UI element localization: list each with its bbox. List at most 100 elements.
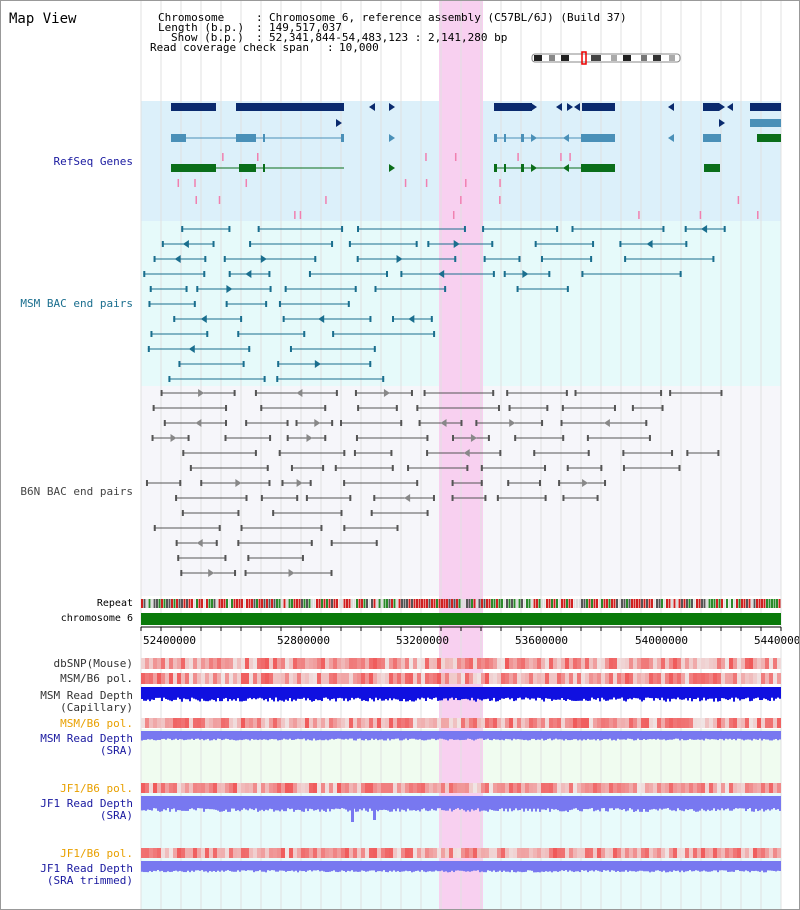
depth-bar xyxy=(321,796,323,810)
depth-bar xyxy=(387,796,389,811)
heat-cell xyxy=(737,718,741,728)
heat-cell xyxy=(141,658,145,669)
depth-bar xyxy=(701,861,703,872)
repeat-mark xyxy=(186,599,188,608)
depth-bar xyxy=(285,687,287,700)
depth-bar xyxy=(665,796,667,809)
pair-end xyxy=(645,420,648,426)
pair-end xyxy=(395,405,398,411)
repeat-mark xyxy=(153,599,156,608)
depth-bar xyxy=(661,796,663,810)
repeat-mark xyxy=(601,599,603,608)
ideogram-band xyxy=(534,55,542,61)
heat-cell xyxy=(265,658,269,669)
depth-bar xyxy=(145,861,147,873)
depth-bar xyxy=(155,861,157,872)
depth-bar xyxy=(585,731,587,741)
depth-bar xyxy=(525,796,527,809)
depth-bar xyxy=(769,731,771,741)
pair-end xyxy=(671,450,674,456)
heat-cell xyxy=(477,718,481,728)
heat-cell xyxy=(181,673,185,684)
heat-cell xyxy=(577,673,581,684)
depth-bar xyxy=(189,731,191,740)
heat-cell xyxy=(529,783,533,793)
heat-cell xyxy=(313,718,317,728)
pair-end xyxy=(426,510,429,516)
depth-bar xyxy=(699,687,701,702)
depth-bar xyxy=(629,687,631,699)
depth-bar xyxy=(611,861,613,871)
depth-bar xyxy=(679,687,681,700)
depth-bar xyxy=(623,796,625,810)
heat-cell xyxy=(221,718,225,728)
refseq-track-label[interactable]: RefSeq Genes xyxy=(53,155,133,168)
heat-cell xyxy=(745,673,749,684)
depth-spike xyxy=(373,796,376,820)
depth-bar xyxy=(723,861,725,871)
pair-end xyxy=(263,376,266,382)
heat-cell xyxy=(201,783,205,793)
depth-bar xyxy=(149,796,151,810)
depth-bar xyxy=(335,796,337,809)
repeat-mark xyxy=(738,599,741,608)
heat-cell xyxy=(309,718,313,728)
depth-bar xyxy=(763,861,765,873)
depth-bar xyxy=(765,861,767,873)
depth-bar xyxy=(641,796,643,812)
heat-cell xyxy=(401,658,405,669)
depth-bar xyxy=(371,861,373,871)
heat-cell xyxy=(325,673,329,684)
repeat-mark xyxy=(241,599,243,608)
pair-end xyxy=(355,435,358,441)
repeat-mark xyxy=(473,599,476,608)
depth-bar xyxy=(309,861,311,871)
depth-bar xyxy=(773,796,775,809)
depth-bar xyxy=(489,796,491,810)
coverage-sep: : xyxy=(327,41,334,54)
depth-bar xyxy=(257,731,259,741)
depth-bar xyxy=(579,861,581,873)
pair-end xyxy=(269,286,272,292)
heat-cell xyxy=(757,658,761,669)
depth-bar xyxy=(513,796,515,811)
depth-bar xyxy=(389,687,391,699)
heat-cell xyxy=(757,718,761,728)
pair-end xyxy=(454,256,457,262)
depth-bar xyxy=(687,861,689,872)
depth-bar xyxy=(469,796,471,812)
pair-end xyxy=(686,450,689,456)
pair-end xyxy=(228,271,231,277)
b6n-bac-track-label[interactable]: B6N BAC end pairs xyxy=(20,485,133,498)
msm-bac-track-label[interactable]: MSM BAC end pairs xyxy=(20,297,133,310)
variant-tick xyxy=(245,179,248,187)
depth-bar xyxy=(517,796,519,811)
heat-cell xyxy=(533,848,537,858)
heat-cell xyxy=(261,783,265,793)
heat-cell xyxy=(661,673,665,684)
heat-cell xyxy=(309,848,313,858)
depth-bar xyxy=(365,796,367,811)
depth-bar xyxy=(467,731,469,739)
heat-cell xyxy=(541,673,545,684)
heat-cell xyxy=(205,673,209,684)
depth-bar xyxy=(327,687,329,699)
heat-cell xyxy=(749,673,753,684)
depth-bar xyxy=(197,861,199,871)
depth-bar xyxy=(505,861,507,872)
strand-arrow xyxy=(336,119,342,127)
heat-cell xyxy=(561,718,565,728)
pair-end xyxy=(503,271,506,277)
depth-bar xyxy=(685,731,687,741)
heat-cell xyxy=(241,658,245,669)
heat-cell xyxy=(301,658,305,669)
depth-bar xyxy=(611,731,613,741)
depth-bar xyxy=(561,796,563,812)
depth-bar xyxy=(275,687,277,698)
heat-cell xyxy=(533,658,537,669)
heat-cell xyxy=(525,783,529,793)
pair-end xyxy=(427,241,430,247)
repeat-mark xyxy=(216,599,218,608)
depth-bar xyxy=(443,796,445,811)
